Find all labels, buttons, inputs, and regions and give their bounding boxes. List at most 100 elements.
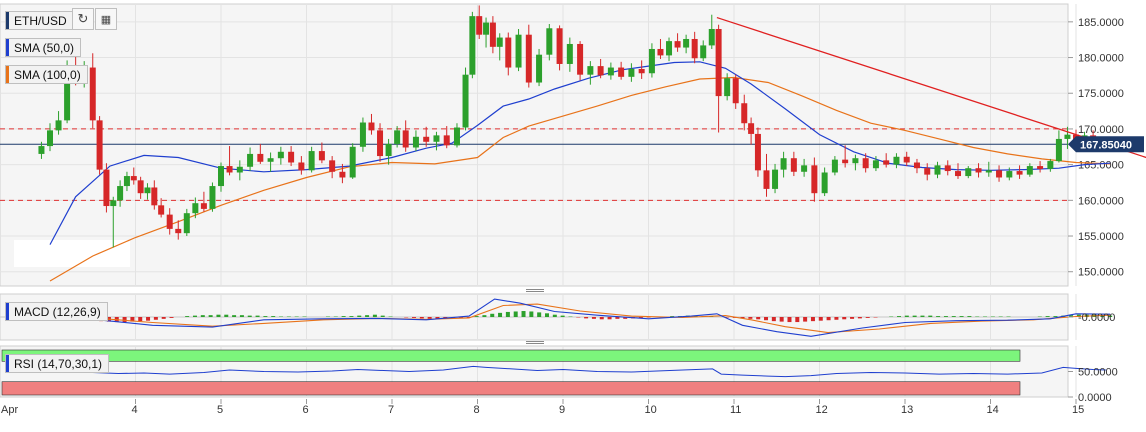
candle-body bbox=[1056, 139, 1062, 161]
sma100-swatch bbox=[6, 66, 9, 83]
candle-body bbox=[666, 41, 672, 55]
x-tick-label-9: 9 bbox=[559, 404, 565, 416]
x-tick-label-11: 11 bbox=[730, 404, 741, 416]
macd-histogram-bar bbox=[263, 316, 267, 317]
macd-histogram-bar bbox=[146, 317, 150, 321]
candle-body bbox=[733, 78, 739, 103]
candle-body bbox=[103, 170, 109, 206]
y-tick-label-160.0000: 160.0000 bbox=[1078, 195, 1124, 207]
macd-histogram-bar bbox=[529, 311, 533, 317]
x-tick-label-Apr: Apr bbox=[1, 404, 18, 416]
macd-histogram-bar bbox=[170, 317, 174, 318]
sma50-legend[interactable]: SMA (50,0) bbox=[5, 38, 81, 57]
candle-body bbox=[546, 28, 552, 54]
candle-body bbox=[608, 68, 614, 76]
macd-histogram-bar bbox=[913, 316, 917, 317]
candle-body bbox=[516, 35, 522, 68]
macd-histogram-bar bbox=[967, 316, 971, 317]
macd-histogram-bar bbox=[232, 315, 236, 317]
macd-histogram-bar bbox=[600, 317, 604, 319]
y-tick-label-155.0000: 155.0000 bbox=[1078, 231, 1124, 243]
macd-histogram-bar bbox=[498, 313, 502, 317]
macd-split-handle[interactable] bbox=[526, 288, 544, 294]
candle-body bbox=[433, 135, 439, 141]
x-tick-label-8: 8 bbox=[474, 404, 480, 416]
candle-body bbox=[536, 55, 542, 83]
calendar-button[interactable]: ▦ bbox=[95, 8, 117, 30]
macd-histogram-bar bbox=[256, 316, 260, 317]
candle-body bbox=[700, 45, 706, 58]
candle-body bbox=[577, 44, 583, 75]
macd-histogram-bar bbox=[1053, 316, 1057, 317]
macd-histogram-bar bbox=[201, 315, 205, 317]
macd-legend[interactable]: MACD (12,26,9) bbox=[5, 302, 108, 321]
candle-body bbox=[1037, 166, 1043, 169]
x-tick-label-7: 7 bbox=[388, 404, 394, 416]
candle-body bbox=[56, 120, 62, 130]
candle-body bbox=[1047, 161, 1053, 169]
x-tick-label-14: 14 bbox=[987, 404, 999, 416]
candle-body bbox=[483, 23, 489, 35]
symbol-swatch bbox=[6, 12, 9, 29]
candle-body bbox=[144, 187, 150, 193]
rsi-y-tick-label-50.0000: 50.0000 bbox=[1078, 367, 1118, 379]
x-tick-label-13: 13 bbox=[901, 404, 913, 416]
x-tick-label-5: 5 bbox=[217, 404, 223, 416]
candle-body bbox=[476, 16, 482, 35]
rsi-legend[interactable]: RSI (14,70,30,1) bbox=[5, 354, 109, 373]
reload-button[interactable]: ↻ bbox=[72, 8, 94, 30]
candle-body bbox=[47, 130, 53, 146]
candle-body bbox=[38, 146, 44, 154]
candle-body bbox=[716, 29, 722, 96]
macd-histogram-bar bbox=[123, 317, 127, 322]
candle-body bbox=[986, 170, 992, 172]
candle-body bbox=[268, 158, 274, 162]
macd-histogram-bar bbox=[342, 316, 346, 317]
x-tick-label-12: 12 bbox=[816, 404, 828, 416]
price-pane-bg bbox=[0, 4, 1068, 286]
macd-histogram-bar bbox=[248, 316, 252, 317]
candle-body bbox=[657, 49, 663, 55]
macd-histogram-bar bbox=[952, 316, 956, 317]
macd-label: MACD (12,26,9) bbox=[14, 305, 101, 319]
calendar-icon: ▦ bbox=[101, 14, 111, 26]
candle-body bbox=[131, 176, 137, 180]
macd-histogram-bar bbox=[928, 316, 932, 317]
macd-histogram-bar bbox=[482, 315, 486, 317]
candle-body bbox=[350, 147, 356, 178]
macd-histogram-bar bbox=[608, 317, 612, 319]
candle-body bbox=[151, 187, 157, 205]
macd-histogram-bar bbox=[615, 317, 619, 319]
candle-body bbox=[873, 160, 879, 168]
candle-body bbox=[167, 215, 173, 229]
candle-body bbox=[709, 29, 715, 45]
candle-body bbox=[278, 152, 284, 158]
macd-histogram-bar bbox=[162, 317, 166, 319]
rsi-split-handle[interactable] bbox=[526, 340, 544, 346]
candle-body bbox=[110, 200, 116, 206]
macd-histogram-bar bbox=[412, 317, 416, 318]
candle-body bbox=[339, 172, 345, 178]
macd-histogram-bar bbox=[193, 316, 197, 317]
candle-body bbox=[227, 166, 233, 172]
macd-histogram-bar bbox=[428, 317, 432, 319]
candle-body bbox=[842, 160, 848, 164]
candle-body bbox=[444, 135, 450, 145]
candle-body bbox=[158, 205, 164, 214]
candle-body bbox=[883, 160, 889, 164]
candle-body bbox=[832, 160, 838, 173]
candle-body bbox=[386, 144, 392, 156]
candle-body bbox=[505, 38, 511, 68]
macd-y-tick-label: -0.0000 bbox=[1078, 312, 1115, 324]
candle-body bbox=[124, 176, 130, 186]
candle-body bbox=[97, 120, 103, 169]
sma100-legend[interactable]: SMA (100,0) bbox=[5, 65, 88, 84]
macd-histogram-bar bbox=[827, 317, 831, 320]
candle-body bbox=[811, 165, 817, 193]
candle-body bbox=[801, 165, 807, 171]
macd-histogram-bar bbox=[756, 317, 760, 319]
candle-body bbox=[192, 203, 198, 213]
symbol-label[interactable]: ETH/USD bbox=[5, 11, 74, 30]
candle-body bbox=[772, 170, 778, 189]
